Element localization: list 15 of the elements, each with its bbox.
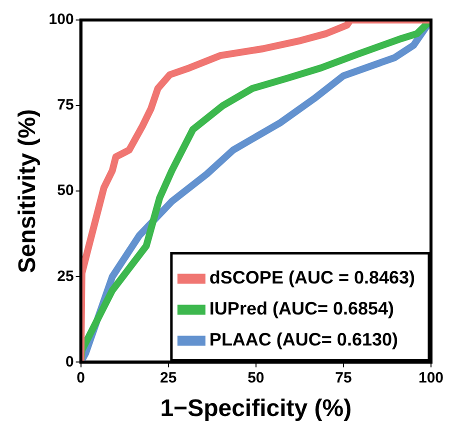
y-tick-label: 75 — [57, 96, 74, 114]
legend-label: IUPred (AUC= 0.6854) — [209, 298, 394, 319]
x-tick-label: 0 — [76, 369, 85, 386]
x-tick-label: 100 — [418, 369, 444, 386]
x-tick-label: 50 — [248, 369, 264, 386]
y-axis-title: Sensitivity (%) — [14, 109, 42, 274]
y-tick-label: 100 — [48, 11, 74, 28]
x-axis-title: 1−Specificity (%) — [160, 395, 352, 422]
x-tick-label: 25 — [160, 369, 177, 386]
y-tick-label: 25 — [57, 268, 74, 285]
y-tick-label: 0 — [65, 353, 74, 370]
legend-label: PLAAC (AUC= 0.6130) — [209, 330, 398, 350]
legend-label: dSCOPE (AUC = 0.8463) — [209, 268, 416, 288]
x-tick-label: 75 — [335, 369, 352, 386]
y-tick-label: 50 — [57, 182, 74, 200]
